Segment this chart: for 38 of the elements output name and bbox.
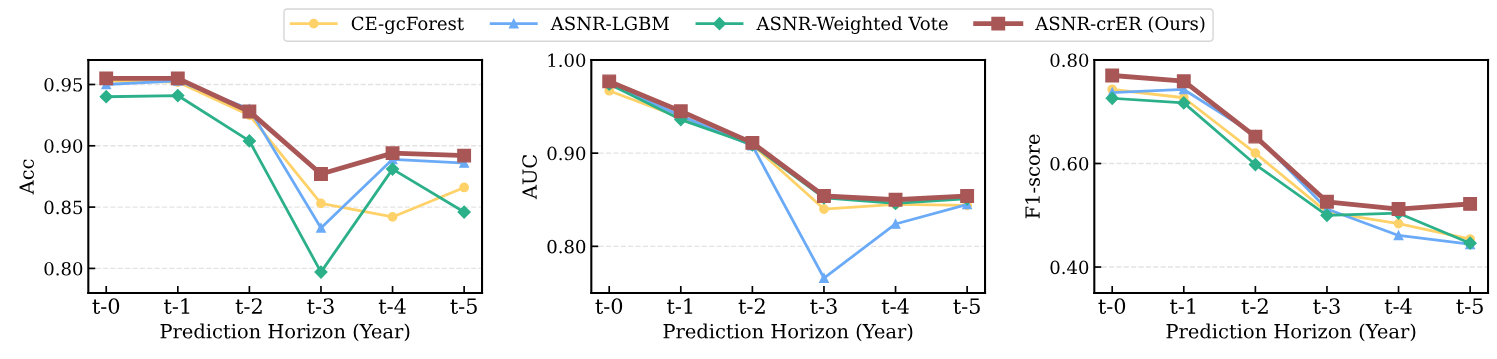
y-axis-title: F1-score (1025, 134, 1040, 219)
legend-label: ASNR-crER (Ours) (1035, 16, 1205, 33)
x-tick-label: t-1 (164, 298, 190, 314)
y-tick-label: 0.60 (1050, 156, 1089, 171)
y-tick-label: 1.00 (548, 53, 586, 68)
x-tick-label: t-3 (810, 298, 837, 314)
legend-label: ASNR-Weighted Vote (756, 16, 948, 34)
x-tick-label: t-5 (450, 298, 477, 314)
y-tick-label: 0.40 (1050, 260, 1089, 275)
x-tick-label: t-5 (953, 298, 980, 314)
x-tick-label: t-2 (1241, 298, 1268, 314)
y-axis-title: AUC (522, 154, 537, 200)
x-tick-label: t-0 (92, 298, 120, 314)
x-tick-label: t-3 (307, 298, 334, 314)
x-tick-label: t-4 (881, 298, 909, 314)
x-tick-label: t-4 (1384, 298, 1412, 314)
x-tick-label: t-0 (595, 298, 623, 314)
x-tick-label: t-4 (378, 298, 406, 314)
y-tick-label: 0.80 (547, 239, 586, 254)
x-tick-label: t-2 (738, 298, 765, 314)
y-axis-title: Acc (19, 159, 34, 195)
x-tick-label: t-2 (235, 298, 262, 314)
y-tick-label: 0.80 (1050, 53, 1089, 68)
x-axis-title: Prediction Horizon (Year) (1166, 323, 1416, 342)
legend-label: CE-gcForest (351, 16, 464, 34)
y-tick-label: 0.95 (44, 77, 83, 92)
x-tick-label: t-1 (1170, 298, 1196, 314)
x-tick-label: t-3 (1313, 298, 1340, 314)
y-tick-label: 0.90 (44, 139, 83, 153)
x-axis-title: Prediction Horizon (Year) (663, 323, 913, 342)
legend-label: ASNR-LGBM (550, 16, 669, 31)
y-tick-label: 0.80 (44, 261, 83, 276)
y-tick-label: 0.90 (547, 146, 586, 161)
y-tick-label: 0.85 (44, 200, 83, 215)
x-tick-label: t-5 (1456, 298, 1483, 314)
x-tick-label: t-1 (667, 298, 693, 314)
x-axis-title: Prediction Horizon (Year) (160, 323, 410, 342)
x-tick-label: t-0 (1098, 298, 1126, 314)
